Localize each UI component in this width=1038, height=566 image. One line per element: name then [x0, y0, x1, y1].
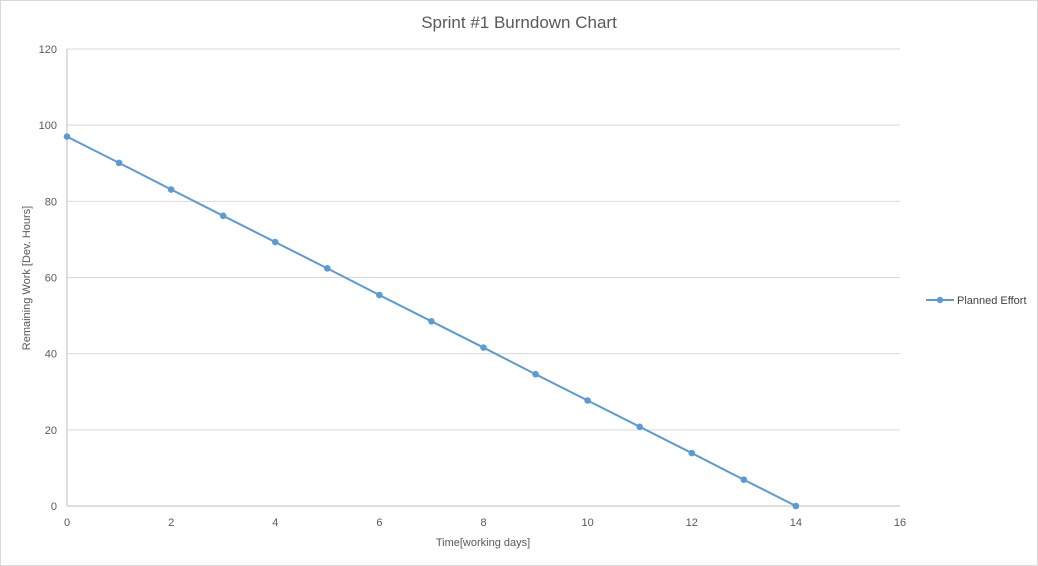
data-point: [740, 476, 748, 484]
gridlines: [67, 48, 900, 431]
x-tick-label: 12: [686, 517, 698, 529]
y-tick-label: 60: [45, 273, 57, 285]
data-point: [428, 317, 435, 325]
legend: Planned Effort: [926, 295, 1027, 307]
x-tick-label: 2: [168, 517, 174, 529]
data-point: [792, 502, 800, 510]
data-point: [532, 370, 539, 378]
x-axis-label: Time[working days]: [436, 537, 530, 549]
y-tick-label: 0: [51, 501, 57, 513]
series-layer: [63, 133, 800, 510]
x-tick-label: 10: [582, 517, 594, 529]
data-point: [219, 212, 227, 220]
legend-label: Planned Effort: [957, 295, 1027, 307]
data-point: [63, 133, 71, 140]
y-tick-label: 40: [45, 349, 57, 361]
y-tick-labels: 0 20 40 60 80 100 120: [39, 44, 57, 513]
axes: [66, 49, 900, 507]
legend-marker: [936, 296, 944, 304]
data-point: [115, 159, 123, 167]
x-tick-label: 0: [64, 517, 70, 529]
data-point: [688, 449, 696, 457]
data-point: [324, 265, 331, 272]
y-tick-label: 20: [45, 425, 57, 437]
x-tick-label: 6: [376, 517, 382, 529]
data-point: [584, 397, 591, 404]
y-tick-label: 120: [39, 44, 57, 56]
data-point: [376, 291, 383, 299]
data-point: [636, 423, 643, 431]
y-tick-label: 100: [39, 120, 57, 132]
x-tick-label: 4: [272, 517, 278, 529]
x-tick-label: 16: [894, 517, 906, 529]
data-point: [480, 344, 487, 351]
data-point: [167, 186, 175, 193]
x-tick-labels: 0 2 4 6 8 10 12 14 16: [64, 517, 906, 529]
y-axis-label: Remaining Work [Dev. Hours]: [21, 206, 33, 350]
x-tick-label: 8: [480, 517, 486, 529]
data-point: [271, 238, 279, 246]
chart-title: Sprint #1 Burndown Chart: [421, 13, 617, 32]
y-tick-label: 80: [45, 196, 57, 208]
x-tick-label: 14: [790, 517, 802, 529]
